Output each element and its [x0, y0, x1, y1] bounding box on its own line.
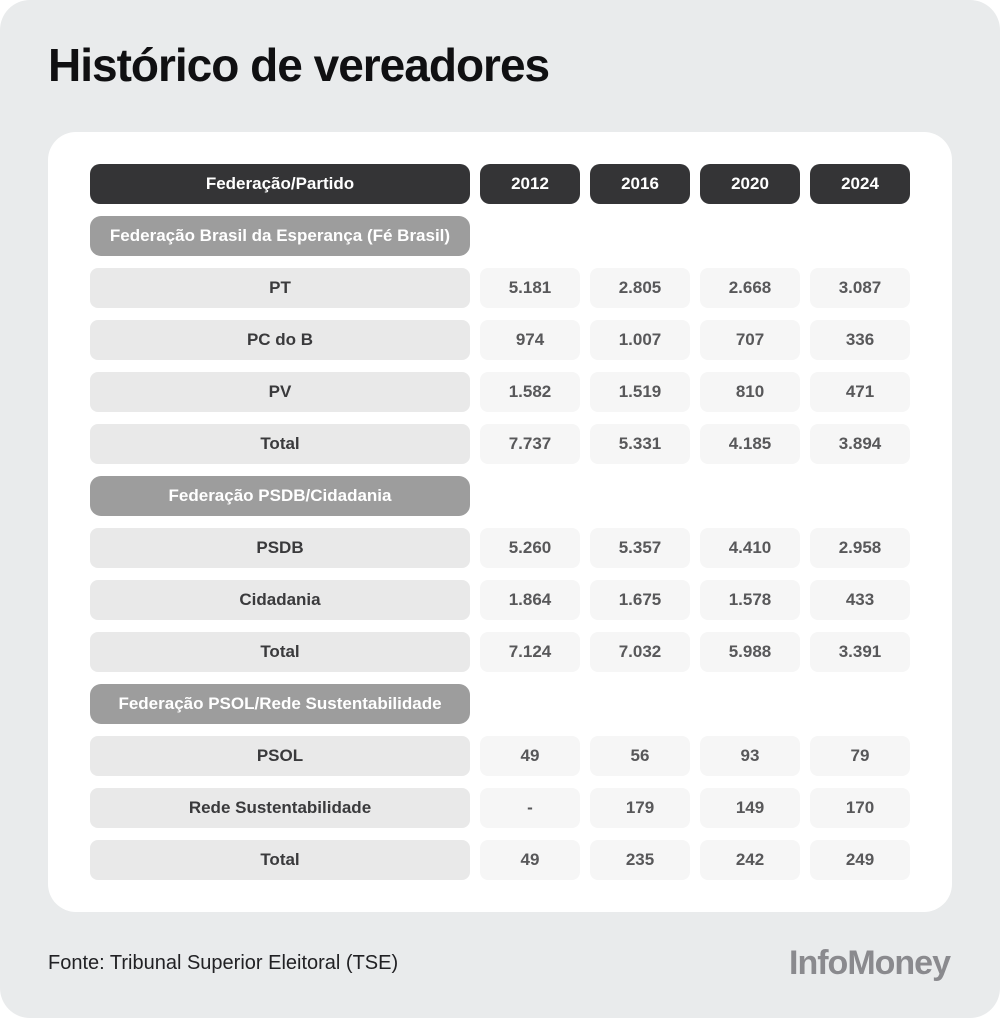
value-2016: 5.357 — [590, 528, 690, 568]
table-row-pt: PT 5.181 2.805 2.668 3.087 — [90, 268, 910, 308]
value-2012: 5.181 — [480, 268, 580, 308]
section-header-row: Federação Brasil da Esperança (Fé Brasil… — [90, 216, 910, 256]
value-2020: 810 — [700, 372, 800, 412]
value-2020: 2.668 — [700, 268, 800, 308]
value-2016: 179 — [590, 788, 690, 828]
value-2012: 1.864 — [480, 580, 580, 620]
column-header-2012: 2012 — [480, 164, 580, 204]
row-label: Total — [90, 632, 470, 672]
value-2020: 4.185 — [700, 424, 800, 464]
section-header-row: Federação PSOL/Rede Sustentabilidade — [90, 684, 910, 724]
row-label: PSOL — [90, 736, 470, 776]
value-2024: 2.958 — [810, 528, 910, 568]
value-2012: 49 — [480, 840, 580, 880]
table-header-row: Federação/Partido 2012 2016 2020 2024 — [90, 164, 910, 204]
value-2024: 249 — [810, 840, 910, 880]
row-label: PT — [90, 268, 470, 308]
federation-pill-psol-rede: Federação PSOL/Rede Sustentabilidade — [90, 684, 470, 724]
value-2020: 4.410 — [700, 528, 800, 568]
value-2012: 974 — [480, 320, 580, 360]
value-2016: 56 — [590, 736, 690, 776]
value-2016: 235 — [590, 840, 690, 880]
table-row-total-psdb-cidadania: Total 7.124 7.032 5.988 3.391 — [90, 632, 910, 672]
value-2020: 242 — [700, 840, 800, 880]
table-row-psol: PSOL 49 56 93 79 — [90, 736, 910, 776]
value-2012: - — [480, 788, 580, 828]
value-2024: 433 — [810, 580, 910, 620]
row-label: Total — [90, 424, 470, 464]
vereadores-table: Federação/Partido 2012 2016 2020 2024 Fe… — [90, 164, 910, 880]
value-2012: 49 — [480, 736, 580, 776]
table-row-pc-do-b: PC do B 974 1.007 707 336 — [90, 320, 910, 360]
row-label: Cidadania — [90, 580, 470, 620]
value-2020: 707 — [700, 320, 800, 360]
value-2012: 1.582 — [480, 372, 580, 412]
column-header-2020: 2020 — [700, 164, 800, 204]
row-label: Rede Sustentabilidade — [90, 788, 470, 828]
infomoney-logo: InfoMoney — [789, 944, 951, 982]
value-2024: 3.894 — [810, 424, 910, 464]
page-title: Histórico de vereadores — [48, 39, 550, 91]
value-2024: 471 — [810, 372, 910, 412]
value-2016: 1.675 — [590, 580, 690, 620]
column-header-2024: 2024 — [810, 164, 910, 204]
federation-pill-psdb-cidadania: Federação PSDB/Cidadania — [90, 476, 470, 516]
column-header-2016: 2016 — [590, 164, 690, 204]
value-2016: 2.805 — [590, 268, 690, 308]
row-label: PC do B — [90, 320, 470, 360]
value-2012: 7.737 — [480, 424, 580, 464]
value-2024: 3.391 — [810, 632, 910, 672]
source-text: Fonte: Tribunal Superior Eleitoral (TSE) — [48, 952, 399, 974]
value-2024: 79 — [810, 736, 910, 776]
value-2016: 1.519 — [590, 372, 690, 412]
value-2016: 5.331 — [590, 424, 690, 464]
row-label: PSDB — [90, 528, 470, 568]
column-header-federacao-partido: Federação/Partido — [90, 164, 470, 204]
table-row-pv: PV 1.582 1.519 810 471 — [90, 372, 910, 412]
row-label: Total — [90, 840, 470, 880]
value-2012: 7.124 — [480, 632, 580, 672]
value-2020: 149 — [700, 788, 800, 828]
table-row-total-psol-rede: Total 49 235 242 249 — [90, 840, 910, 880]
table-row-psdb: PSDB 5.260 5.357 4.410 2.958 — [90, 528, 910, 568]
value-2020: 5.988 — [700, 632, 800, 672]
value-2024: 336 — [810, 320, 910, 360]
value-2012: 5.260 — [480, 528, 580, 568]
table-row-rede-sustentabilidade: Rede Sustentabilidade - 179 149 170 — [90, 788, 910, 828]
value-2016: 1.007 — [590, 320, 690, 360]
value-2016: 7.032 — [590, 632, 690, 672]
row-label: PV — [90, 372, 470, 412]
table-row-cidadania: Cidadania 1.864 1.675 1.578 433 — [90, 580, 910, 620]
value-2020: 93 — [700, 736, 800, 776]
table-row-total-fe-brasil: Total 7.737 5.331 4.185 3.894 — [90, 424, 910, 464]
federation-pill-fe-brasil: Federação Brasil da Esperança (Fé Brasil… — [90, 216, 470, 256]
value-2024: 170 — [810, 788, 910, 828]
value-2024: 3.087 — [810, 268, 910, 308]
section-header-row: Federação PSDB/Cidadania — [90, 476, 910, 516]
value-2020: 1.578 — [700, 580, 800, 620]
table-card: Federação/Partido 2012 2016 2020 2024 Fe… — [48, 132, 952, 912]
